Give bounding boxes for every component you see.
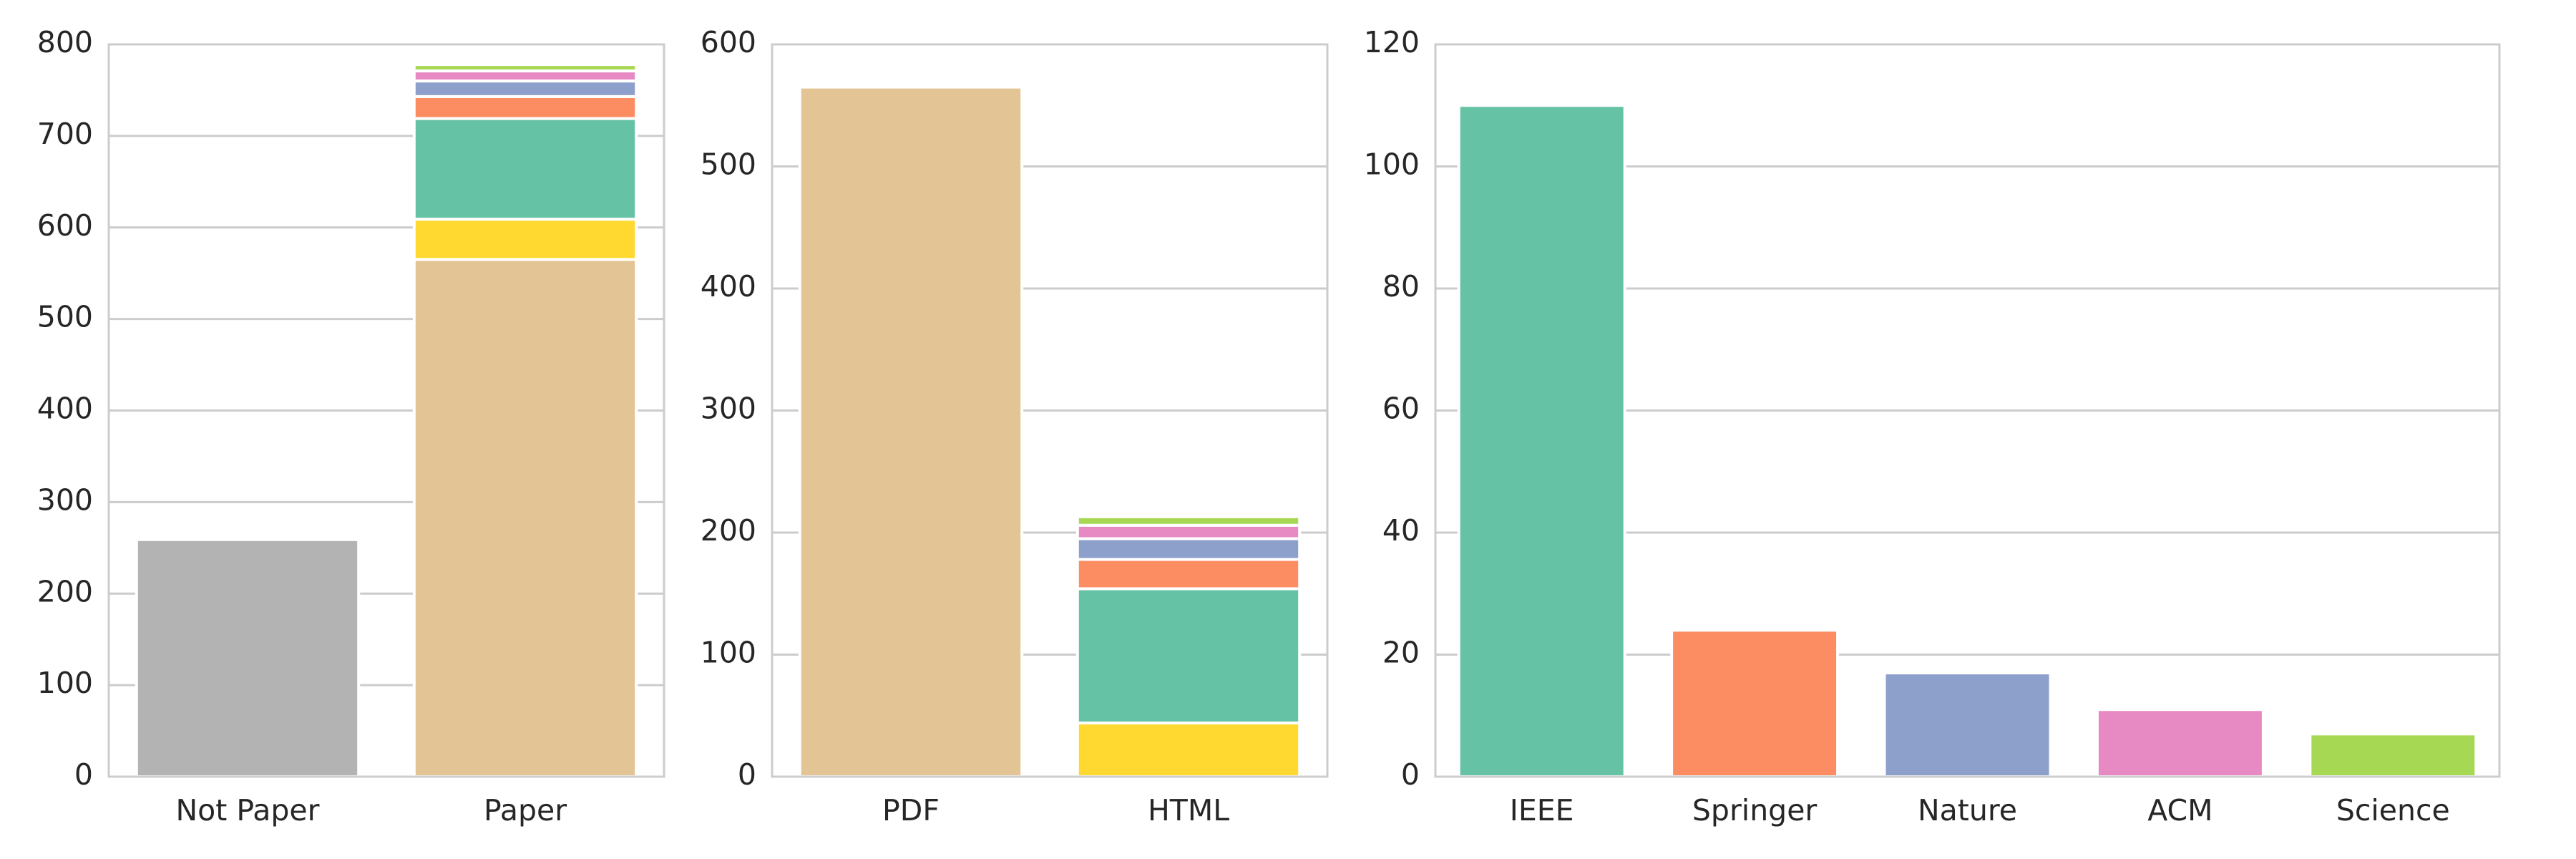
y-tick-label: 200 [37, 574, 93, 608]
y-tick-label: 800 [37, 25, 93, 59]
bar-segment-science [1075, 515, 1302, 527]
x-tick-label: Nature [1918, 793, 2017, 828]
bar-segment-science [2308, 732, 2478, 778]
x-tick-label: HTML [1148, 793, 1229, 828]
y-tick-label: 40 [1382, 513, 1420, 548]
y-tick-label: 400 [701, 269, 756, 304]
y-tick-label: 100 [1364, 147, 1420, 182]
panel-paper-classification: 0 100 200 300 400 500 600 700 800 Not Paper Paper [37, 25, 665, 828]
x-tick-label: Science [2336, 793, 2450, 828]
bar-segment-ieee [1075, 587, 1302, 724]
x-tick-label: Springer [1692, 793, 1818, 828]
bar-segment-pdf [412, 258, 638, 779]
bar-segment-springer [1670, 629, 1840, 779]
bar-segment-nature [412, 79, 638, 98]
bar-segment-pdf [798, 85, 1024, 779]
x-tick-label: PDF [882, 793, 940, 828]
y-tick-label: 20 [1382, 636, 1420, 670]
y-tick-label: 0 [738, 757, 756, 792]
y-tick-label: 80 [1382, 269, 1420, 304]
y-tick-label: 300 [37, 482, 93, 517]
y-tick-label: 0 [1401, 757, 1420, 792]
y-tick-label: 0 [74, 757, 93, 792]
bar-segment-nature [1075, 537, 1302, 561]
bar-segment-not-paper [135, 538, 361, 779]
x-tick-label: IEEE [1510, 793, 1574, 828]
y-tick-label: 600 [37, 208, 93, 243]
y-tick-label: 400 [37, 392, 93, 426]
bar-segment-springer [412, 94, 638, 120]
y-tick-label: 700 [37, 117, 93, 151]
y-tick-label: 500 [701, 147, 756, 182]
bar-segment-acm [2095, 708, 2265, 778]
y-tick-label: 120 [1364, 25, 1420, 59]
bar-segment-ieee [412, 117, 638, 221]
bar-segment-nature [1883, 671, 2052, 779]
bar-segment-springer [1075, 558, 1302, 591]
y-tick-label: 60 [1382, 392, 1420, 426]
x-tick-label: Paper [484, 793, 567, 828]
y-tick-label: 600 [701, 25, 756, 59]
bar-segment-acm [1075, 523, 1302, 540]
y-tick-label: 100 [37, 666, 93, 700]
bar-segment-acm [412, 69, 638, 83]
axes-frame [107, 43, 665, 778]
y-tick-label: 500 [37, 300, 93, 334]
bar-segment-html-undetermined [1075, 721, 1302, 778]
bar-segment-html-undetermined [412, 218, 638, 261]
y-tick-label: 300 [701, 392, 756, 426]
bar-segment-ieee [1457, 104, 1626, 778]
x-tick-label: Not Paper [176, 793, 320, 828]
y-tick-label: 100 [701, 636, 756, 670]
axes-frame [771, 43, 1329, 778]
x-tick-label: ACM [2147, 793, 2212, 828]
axes-frame [1434, 43, 2501, 778]
y-tick-label: 200 [701, 513, 756, 548]
panel-format-breakdown: 0 100 200 300 400 500 600 PDF HTML [701, 25, 1329, 828]
bar-segment-science [412, 63, 638, 73]
panel-publisher-breakdown: 0 20 40 60 80 100 120 IEEE Springer Nature ACM Scie… [1364, 25, 2501, 828]
